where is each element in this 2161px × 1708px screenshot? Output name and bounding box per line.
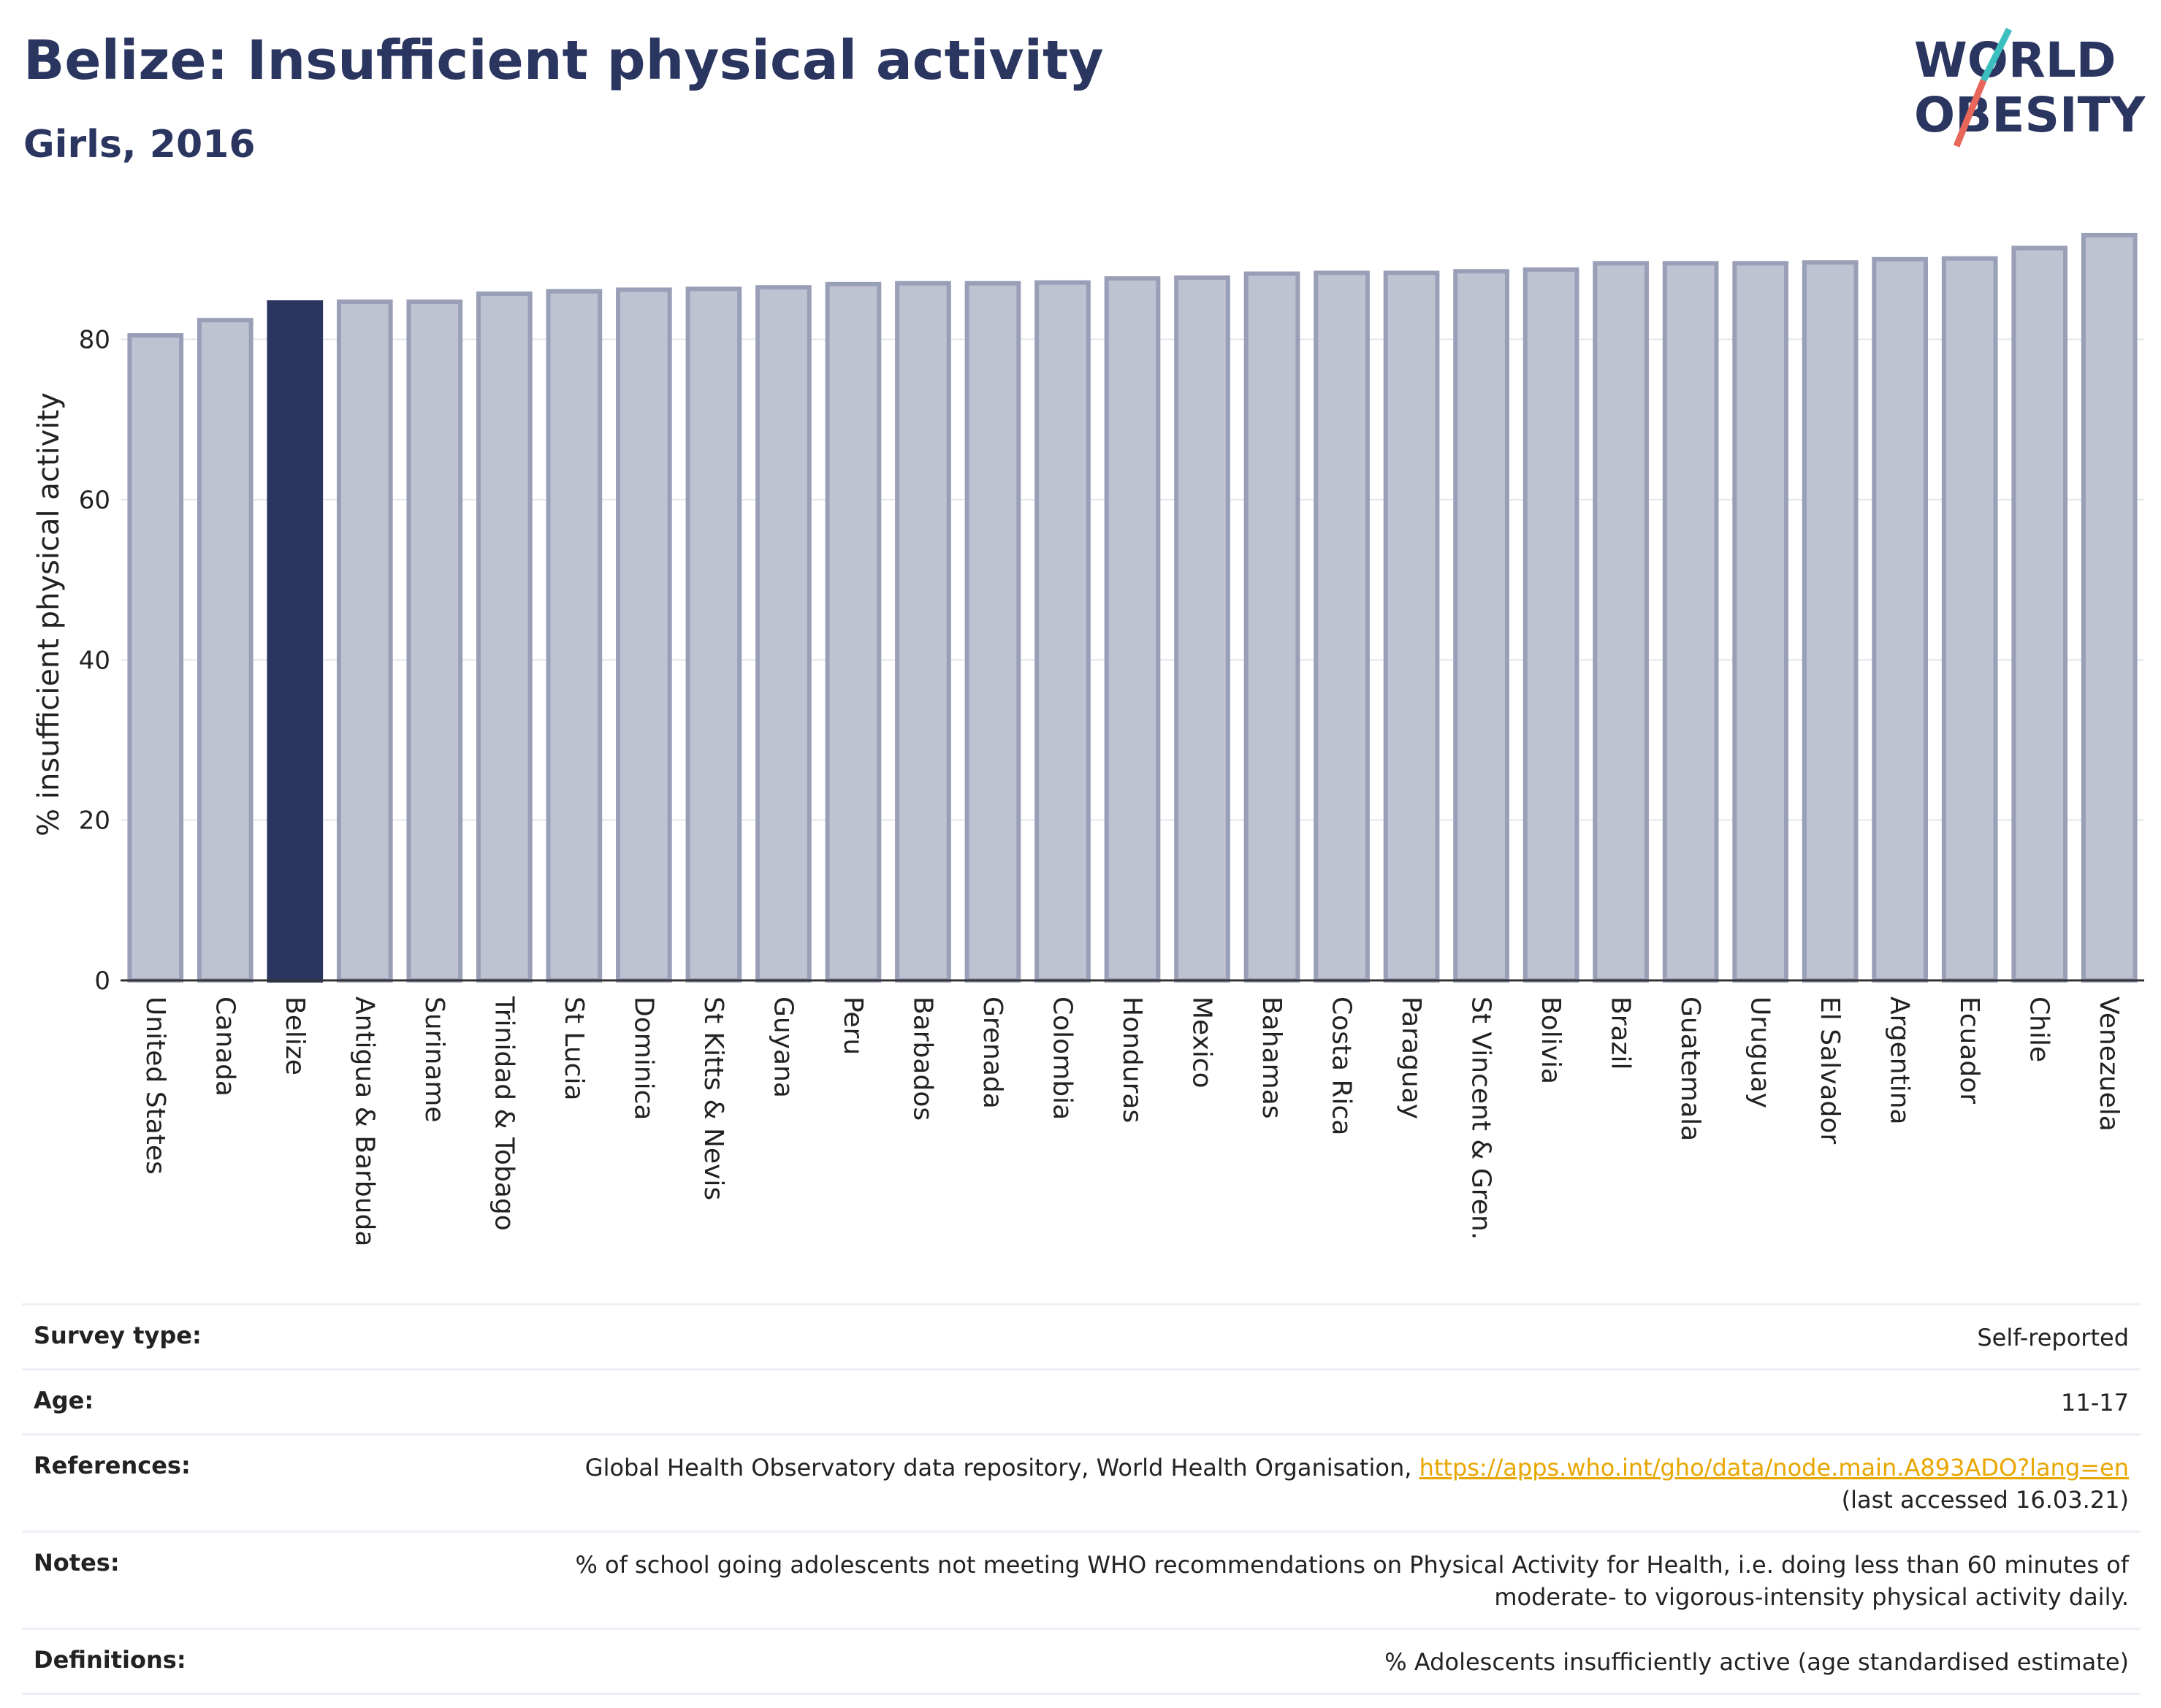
x-category-label: El Salvador	[1815, 996, 1845, 1144]
y-tick-label: 80	[79, 326, 110, 355]
definitions-label: Definitions:	[34, 1646, 186, 1674]
bar	[1383, 270, 1440, 983]
x-category-label: Antigua & Barbuda	[349, 996, 379, 1246]
info-row-definitions: Definitions: % Adolescents insufficientl…	[22, 1628, 2141, 1695]
bar	[1453, 269, 1509, 983]
bar-chart: 0 20 40 60 80 % insufficient physical activit…	[32, 232, 2144, 1246]
bar	[1314, 270, 1370, 983]
bar	[267, 300, 324, 983]
x-category-label: Colombia	[1047, 996, 1077, 1120]
x-category-label: Grenada	[977, 996, 1007, 1109]
references-link[interactable]: https://apps.who.int/gho/data/node.main.…	[1419, 1454, 2129, 1482]
bar	[1732, 261, 1788, 983]
info-row-notes: Notes: % of school going adolescents not…	[22, 1530, 2141, 1628]
bar	[1802, 260, 1859, 983]
bar	[406, 299, 463, 983]
age-value: 11-17	[2061, 1389, 2129, 1417]
chart-title: Belize: Insufficient physical activity	[23, 29, 1104, 92]
x-category-label: Argentina	[1885, 996, 1915, 1125]
x-category-label: St Vincent & Gren.	[1466, 996, 1496, 1240]
notes-label: Notes:	[34, 1549, 120, 1577]
x-category-label: Paraguay	[1396, 996, 1426, 1119]
bar	[127, 333, 184, 983]
x-category-label: Barbados	[907, 996, 937, 1121]
bar	[825, 281, 882, 983]
logo-slash-red	[1953, 79, 1987, 148]
survey-type-label: Survey type:	[34, 1322, 202, 1349]
x-category-label: Mexico	[1187, 996, 1217, 1089]
bar	[685, 286, 742, 983]
info-table: Survey type: Self-reported Age: 11-17 Re…	[22, 1303, 2141, 1695]
references-accessed: (last accessed 16.03.21)	[1841, 1486, 2129, 1514]
x-category-label: Bahamas	[1257, 996, 1287, 1119]
x-category-label: Peru	[838, 996, 868, 1055]
definitions-value: % Adolescents insufficiently active (age…	[1384, 1648, 2129, 1676]
bar	[1522, 267, 1579, 983]
x-category-label: Suriname	[419, 996, 449, 1123]
x-category-label: Brazil	[1606, 996, 1636, 1070]
y-tick-label: 60	[79, 486, 110, 515]
bar	[1662, 261, 1719, 983]
x-category-label: Honduras	[1117, 996, 1147, 1123]
bar	[1104, 276, 1161, 983]
logo-line1: WORLD	[1914, 32, 2116, 88]
bar	[1941, 256, 1998, 983]
logo-slash-teal	[1980, 27, 2013, 83]
age-label: Age:	[34, 1387, 94, 1414]
bar	[476, 291, 533, 983]
bar	[895, 281, 951, 983]
info-row-age: Age: 11-17	[22, 1368, 2141, 1433]
x-category-label: Chile	[2024, 996, 2054, 1062]
world-obesity-logo: WORLD OBESITY	[1914, 27, 2146, 148]
x-category-label: Costa Rica	[1327, 996, 1357, 1135]
x-category-label: St Kitts & Nevis	[698, 996, 728, 1200]
x-category-label: Trinidad & Tobago	[489, 996, 519, 1231]
bar	[197, 318, 254, 983]
bar	[1034, 280, 1091, 983]
x-category-label: Dominica	[628, 996, 658, 1121]
info-row-references: References: Global Health Observatory da…	[22, 1433, 2141, 1530]
info-row-survey: Survey type: Self-reported	[22, 1303, 2141, 1368]
x-category-label: St Lucia	[559, 996, 589, 1101]
x-category-label: Canada	[210, 996, 240, 1097]
bar	[546, 289, 603, 983]
x-category-label: Guyana	[768, 996, 798, 1098]
bar	[2081, 232, 2138, 983]
survey-type-value: Self-reported	[1977, 1324, 2129, 1351]
x-category-label: Bolivia	[1536, 996, 1566, 1084]
bar	[755, 285, 812, 983]
references-label: References:	[34, 1452, 191, 1479]
bar	[964, 281, 1021, 983]
bar	[2011, 245, 2068, 983]
x-category-label: Guatemala	[1675, 996, 1705, 1141]
x-category-label: Ecuador	[1954, 996, 1984, 1104]
bar	[616, 287, 672, 983]
chart-subtitle: Girls, 2016	[23, 123, 256, 167]
x-category-label: Venezuela	[2094, 996, 2124, 1132]
logo-line2: OBESITY	[1914, 87, 2146, 143]
bar	[336, 299, 393, 983]
y-tick-label: 40	[79, 646, 110, 675]
x-category-label: Uruguay	[1745, 996, 1775, 1108]
bar	[1593, 261, 1649, 983]
bar	[1872, 256, 1929, 983]
x-category-label: Belize	[280, 996, 310, 1075]
bar	[1174, 275, 1230, 983]
bar	[1243, 271, 1300, 983]
y-tick-label: 20	[79, 807, 110, 836]
y-axis-title: % insufficient physical activity	[32, 392, 66, 836]
notes-value: % of school going adolescents not meetin…	[575, 1551, 2129, 1611]
references-value: Global Health Observatory data repositor…	[585, 1452, 2129, 1516]
x-category-label: United States	[140, 996, 170, 1175]
y-tick-label: 0	[94, 967, 110, 996]
references-text: Global Health Observatory data repositor…	[584, 1454, 1419, 1482]
